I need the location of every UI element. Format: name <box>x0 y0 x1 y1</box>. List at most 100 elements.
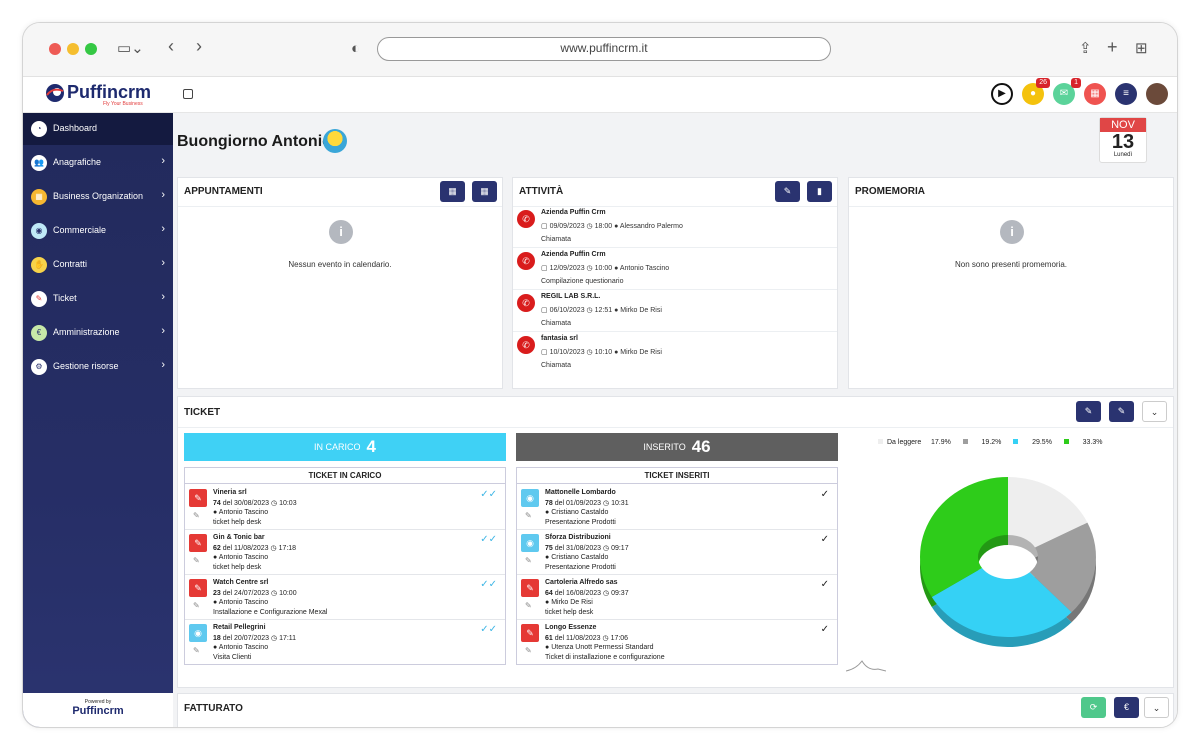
calendar-month: NOV <box>1100 118 1146 132</box>
sidebar-item-label: Dashboard <box>53 123 98 133</box>
activity-user: Mirko De Risi <box>620 349 662 356</box>
info-icon: i <box>1000 220 1024 244</box>
wrench-button[interactable]: ✎ <box>1109 401 1134 422</box>
expand-button[interactable]: ⌄ <box>1144 697 1169 718</box>
divider <box>849 206 1173 207</box>
close-dot[interactable] <box>49 43 61 55</box>
brand-tagline: Fly Your Business <box>103 101 143 107</box>
tabs-grid-icon[interactable]: ⊞ <box>1135 40 1148 57</box>
delete-activity-button[interactable]: ▮ <box>807 181 832 202</box>
collapse-button[interactable]: ⌄ <box>1142 401 1167 422</box>
ticket-meta: 18 del 20/07/2023 ◷ 17:11 <box>213 635 297 642</box>
ticket-time: 17:18 <box>278 545 297 552</box>
pie-slice-3[interactable] <box>920 477 1008 597</box>
calendar-icon[interactable]: ▦ <box>1084 83 1106 105</box>
pie-slice-0[interactable] <box>1008 477 1088 548</box>
sparkline-icon <box>846 660 886 672</box>
messages-badge: 1 <box>1071 78 1081 88</box>
list-item[interactable]: ✆ REGIL LAB S.R.L. ▢ 06/10/2023 ◷ 12:51 … <box>513 290 837 332</box>
ticket-date: del 16/08/2023 <box>554 590 602 597</box>
sidebar-item-gestione-risorse[interactable]: ⚙ Gestione risorse › <box>23 351 173 383</box>
sidebar-toggle-icon[interactable]: ▭⌄ <box>117 40 144 57</box>
legend-value: 17.9% <box>930 439 951 446</box>
calendar-add-button[interactable]: ▦ <box>440 181 465 202</box>
table-row[interactable]: ✎ ✎ Gin & Tonic bar 62 del 11/08/2023 ◷ 1… <box>185 530 505 575</box>
edit-activity-button[interactable]: ✎ <box>775 181 800 202</box>
in-charge-summary[interactable]: IN CARICO 4 <box>184 433 506 461</box>
ticket-meta: 74 del 30/08/2023 ◷ 10:03 <box>213 500 297 507</box>
legend-swatch <box>878 439 883 444</box>
info-icon: i <box>329 220 353 244</box>
refresh-button[interactable]: ⟳ <box>1081 697 1106 718</box>
sidebar-item-amministrazione[interactable]: € Amministrazione › <box>23 317 173 349</box>
mail-icon[interactable]: ✉ 1 <box>1053 78 1081 105</box>
list-item[interactable]: ✆ fantasia srl ▢ 10/10/2023 ◷ 10:10 ● Mi… <box>513 332 837 374</box>
bell-icon[interactable]: ● 26 <box>1022 78 1050 105</box>
activity-user: Alessandro Palermo <box>619 223 683 230</box>
ticket-desc: ticket help desk <box>213 564 262 571</box>
avatar[interactable] <box>1146 83 1168 105</box>
pie-slice-1[interactable] <box>1029 522 1096 613</box>
activity-type: Compilazione questionario <box>541 278 624 285</box>
forward-icon[interactable]: › <box>196 36 202 56</box>
euro-button[interactable]: € <box>1114 697 1139 718</box>
activity-time: 18:00 <box>594 223 613 230</box>
table-row[interactable]: ◉ ✎ Retail Pellegrini 18 del 20/07/2023 ◷… <box>185 620 505 665</box>
ticket-panel: TICKET ✎ ✎ ⌄ IN CARICO 4 INSERITO 46 TICKE… <box>177 396 1174 688</box>
back-icon[interactable]: ‹ <box>168 36 174 56</box>
pie-slice-2[interactable] <box>931 568 1072 637</box>
activity-meta: ▢ 09/09/2023 ◷ 18:00 ● Alessandro Palerm… <box>541 223 683 230</box>
table-row[interactable]: ✎ ✎ Cartoleria Alfredo sas 64 del 16/08/2… <box>517 575 837 620</box>
calendar-view-button[interactable]: ▦ <box>472 181 497 202</box>
share-icon[interactable]: ⇪ <box>1079 40 1092 57</box>
legend-swatch <box>1063 439 1069 444</box>
tickets-inserted-list: TICKET INSERITI ◉ ✎ Mattonelle Lombardo 7… <box>516 467 838 665</box>
legend-label: Da leggere <box>887 439 922 446</box>
eye-icon: ◉ <box>31 223 47 239</box>
edit-ticket-button[interactable]: ✎ <box>1076 401 1101 422</box>
eye-icon: ◉ <box>521 534 539 552</box>
maximize-dot[interactable] <box>85 43 97 55</box>
sidebar-item-commerciale[interactable]: ◉ Commerciale › <box>23 215 173 247</box>
ticket-date: del 30/08/2023 <box>222 500 270 507</box>
table-row[interactable]: ✎ ✎ Vineria srl 74 del 30/08/2023 ◷ 10:03… <box>185 485 505 530</box>
table-row[interactable]: ◉ ✎ Mattonelle Lombardo 78 del 01/09/2023… <box>517 485 837 530</box>
activity-date: 06/10/2023 <box>549 307 585 314</box>
divider <box>513 206 837 207</box>
ticket-company: Gin & Tonic bar <box>213 534 265 541</box>
sidebar-item-contratti[interactable]: ✋ Contratti › <box>23 249 173 281</box>
address-bar[interactable]: www.puffincrm.it <box>377 37 831 61</box>
minimize-dot[interactable] <box>67 43 79 55</box>
sidebar-item-dashboard[interactable]: ◔ Dashboard <box>23 113 173 145</box>
puffincrm-logo[interactable]: Puffincrm Fly Your Business <box>45 81 155 107</box>
ticket-number: 74 <box>213 500 221 507</box>
sidebar-item-label: Contratti <box>53 259 88 269</box>
list-item[interactable]: ✆ Azienda Puffin Crm ▢ 09/09/2023 ◷ 18:0… <box>513 206 837 248</box>
sidebar-item-business-organization[interactable]: ▦ Business Organization › <box>23 181 173 213</box>
chevron-right-icon: › <box>161 291 165 303</box>
ticket-time: 10:00 <box>279 590 297 597</box>
menu-list-icon[interactable]: ≡ <box>1115 83 1137 105</box>
table-row[interactable]: ◉ ✎ Sforza Distribuzioni 75 del 31/08/202… <box>517 530 837 575</box>
ticket-desc: Presentazione Prodotti <box>545 519 616 526</box>
sidebar-item-anagrafiche[interactable]: 👥 Anagrafiche › <box>23 147 173 179</box>
wrench-small-icon: ✎ <box>525 556 532 565</box>
table-row[interactable]: ✎ ✎ Watch Centre srl 23 del 24/07/2023 ◷ … <box>185 575 505 620</box>
activity-date: 12/09/2023 <box>549 265 585 272</box>
ticket-user: Utenza Unott Permessi Standard <box>551 644 654 651</box>
new-tab-icon[interactable]: + <box>1107 37 1118 57</box>
play-icon[interactable]: ▶ <box>991 83 1013 105</box>
inserted-summary[interactable]: INSERITO 46 <box>516 433 838 461</box>
list-item[interactable]: ✆ Azienda Puffin Crm ▢ 12/09/2023 ◷ 10:0… <box>513 248 837 290</box>
sidebar-item-ticket[interactable]: ✎ Ticket › <box>23 283 173 315</box>
divider <box>178 427 1173 428</box>
ticket-user: Antonio Tascino <box>218 509 269 516</box>
ticket-user-line: ● Antonio Tascino <box>213 554 269 561</box>
activity-type: Chiamata <box>541 236 571 243</box>
panel-title: TICKET <box>184 407 221 418</box>
table-row[interactable]: ✎ ✎ Longo Essenze 61 del 11/08/2023 ◷ 17:… <box>517 620 837 665</box>
ticket-company: Vineria srl <box>213 489 247 496</box>
ticket-time: 10:03 <box>279 500 297 507</box>
summary-count: 4 <box>366 437 376 456</box>
collapse-menu-icon[interactable] <box>183 89 193 99</box>
